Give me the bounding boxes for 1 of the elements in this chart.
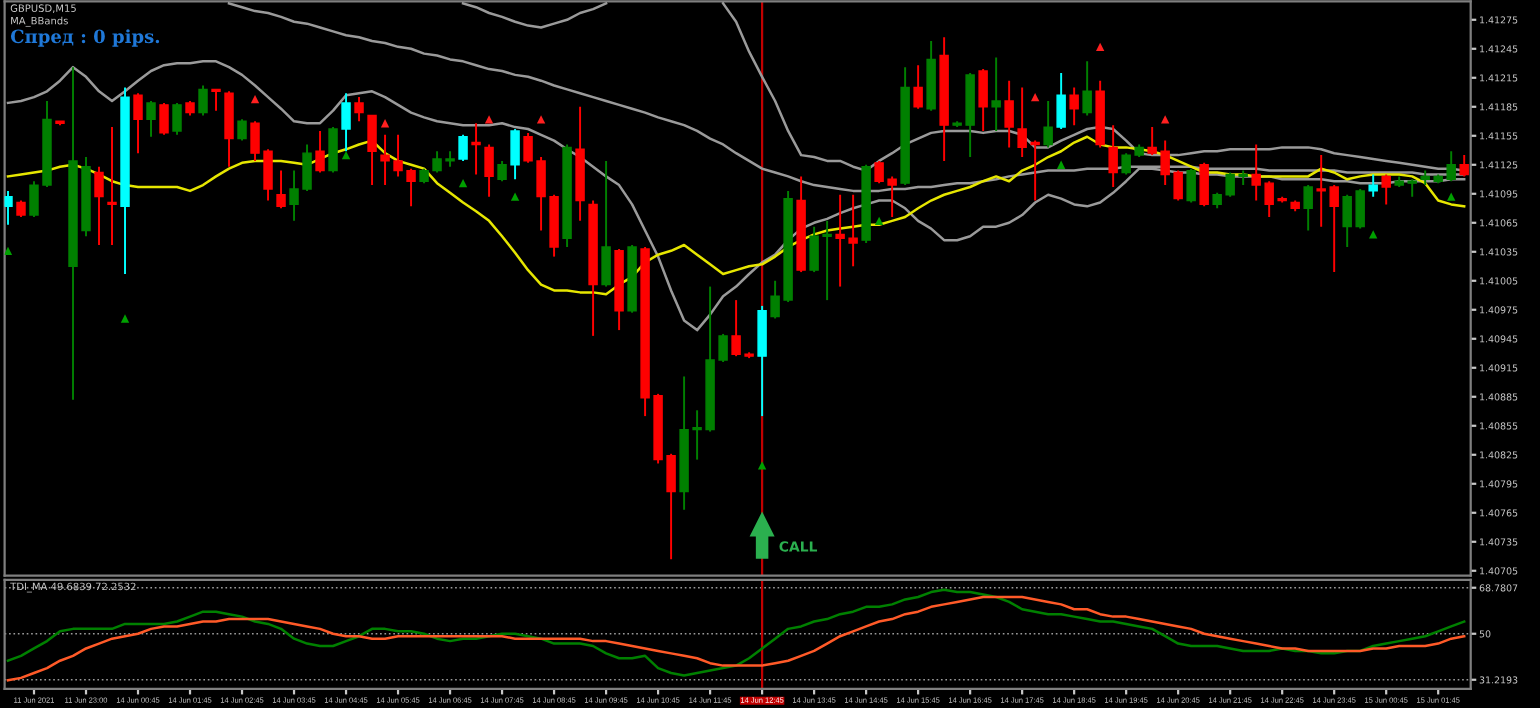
annotation: Спред : 0 pips. — [10, 29, 160, 47]
